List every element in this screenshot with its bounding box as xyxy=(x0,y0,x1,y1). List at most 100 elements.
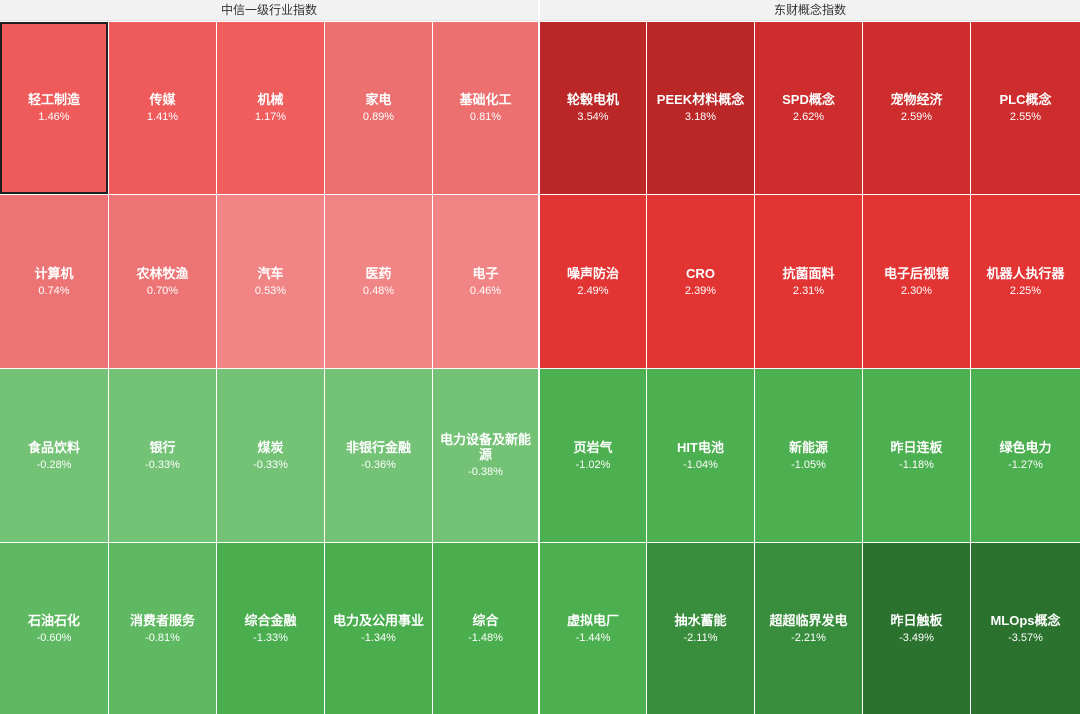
index-tile[interactable]: 基础化工 0.81% xyxy=(433,22,538,194)
index-tile[interactable]: 综合金融 -1.33% xyxy=(217,543,324,714)
index-tile[interactable]: 传媒 1.41% xyxy=(109,22,216,194)
tile-name: CRO xyxy=(686,265,715,281)
index-tile[interactable]: 家电 0.89% xyxy=(325,22,432,194)
tile-change: -2.21% xyxy=(791,631,826,644)
index-tile[interactable]: 石油石化 -0.60% xyxy=(0,543,108,714)
tile-change: 2.31% xyxy=(792,284,825,297)
index-tile[interactable]: 电子后视镜 2.30% xyxy=(863,195,970,368)
tile-name: 电子后视镜 xyxy=(883,265,949,281)
tile-name: 宠物经济 xyxy=(890,92,943,107)
tile-change: -0.81% xyxy=(145,631,180,644)
tile-name: 虚拟电厂 xyxy=(566,612,619,628)
index-tile[interactable]: 虚拟电厂 -1.44% xyxy=(540,543,646,714)
index-tile[interactable]: 电力及公用事业 -1.34% xyxy=(325,543,432,714)
index-tile[interactable]: 页岩气 -1.02% xyxy=(540,369,646,542)
index-tile[interactable]: 煤炭 -0.33% xyxy=(217,369,324,542)
index-tile[interactable]: 机器人执行器 2.25% xyxy=(971,195,1080,368)
tile-name: 家电 xyxy=(365,92,392,107)
index-tile[interactable]: 电子 0.46% xyxy=(433,195,538,368)
index-tile[interactable]: 农林牧渔 0.70% xyxy=(109,195,216,368)
tile-change: -1.48% xyxy=(468,631,503,644)
tile-change: -2.11% xyxy=(683,631,718,644)
tile-change: -1.05% xyxy=(791,458,826,471)
tile-change: 0.53% xyxy=(254,284,287,297)
index-tile[interactable]: 食品饮料 -0.28% xyxy=(0,369,108,542)
tile-change: 2.25% xyxy=(1009,284,1042,297)
tile-name: 昨日触板 xyxy=(890,612,943,628)
tile-change: 0.74% xyxy=(38,284,70,297)
tile-change: 0.70% xyxy=(146,284,179,297)
index-tile[interactable]: 机械 1.17% xyxy=(217,22,324,194)
tile-change: 1.46% xyxy=(38,111,70,123)
index-tile[interactable]: 轮毂电机 3.54% xyxy=(540,22,646,194)
index-tile[interactable]: SPD概念 2.62% xyxy=(755,22,862,194)
index-tile[interactable]: 电力设备及新能源 -0.38% xyxy=(433,369,538,542)
tile-change: -0.36% xyxy=(361,458,396,471)
tile-name: 食品饮料 xyxy=(27,439,80,455)
index-tile[interactable]: 消费者服务 -0.81% xyxy=(109,543,216,714)
panel-headers: 中信一级行业指数 东财概念指数 xyxy=(0,0,1080,21)
index-tile[interactable]: 非银行金融 -0.36% xyxy=(325,369,432,542)
tile-change: 2.59% xyxy=(900,111,933,123)
tile-name: 抗菌面料 xyxy=(782,265,835,281)
tile-name: 页岩气 xyxy=(573,439,613,455)
tile-name: 计算机 xyxy=(34,265,74,281)
index-tile[interactable]: 汽车 0.53% xyxy=(217,195,324,368)
tile-name: 电力及公用事业 xyxy=(332,612,424,628)
index-tile[interactable]: PLC概念 2.55% xyxy=(971,22,1080,194)
tile-change: 2.55% xyxy=(1009,111,1042,123)
tile-name: 电力设备及新能源 xyxy=(439,432,531,462)
index-tile[interactable]: 抽水蓄能 -2.11% xyxy=(647,543,754,714)
index-tile[interactable]: 综合 -1.48% xyxy=(433,543,538,714)
tile-change: -1.04% xyxy=(683,458,718,471)
tile-change: -0.60% xyxy=(36,631,72,644)
tile-change: 2.30% xyxy=(900,284,933,297)
tile-name: HIT电池 xyxy=(677,439,724,455)
tile-change: 0.81% xyxy=(469,111,502,123)
tile-name: 汽车 xyxy=(257,265,284,281)
index-tile[interactable]: 昨日触板 -3.49% xyxy=(863,543,970,714)
index-tile[interactable]: 宠物经济 2.59% xyxy=(863,22,970,194)
index-tile[interactable]: 计算机 0.74% xyxy=(0,195,108,368)
tile-change: 2.39% xyxy=(684,284,717,297)
tile-name: 电子 xyxy=(472,265,499,281)
index-tile[interactable]: CRO 2.39% xyxy=(647,195,754,368)
tile-name: 新能源 xyxy=(788,439,828,455)
tile-change: 1.17% xyxy=(254,111,287,123)
left-panel-title: 中信一级行业指数 xyxy=(0,0,538,21)
tile-name: 基础化工 xyxy=(459,92,512,107)
index-tile[interactable]: PEEK材料概念 3.18% xyxy=(647,22,754,194)
tile-name: PLC概念 xyxy=(999,92,1052,107)
index-tile[interactable]: 医药 0.48% xyxy=(325,195,432,368)
index-tile[interactable]: 银行 -0.33% xyxy=(109,369,216,542)
right-panel-title: 东财概念指数 xyxy=(540,0,1080,21)
index-tile[interactable]: 抗菌面料 2.31% xyxy=(755,195,862,368)
index-tile[interactable]: 绿色电力 -1.27% xyxy=(971,369,1080,542)
tile-change: 1.41% xyxy=(146,111,179,123)
index-tile[interactable]: 轻工制造 1.46% xyxy=(0,22,108,194)
index-tile[interactable]: 噪声防治 2.49% xyxy=(540,195,646,368)
tile-name: 轮毂电机 xyxy=(566,92,619,107)
tile-name: 综合 xyxy=(472,612,499,628)
tile-name: 煤炭 xyxy=(257,439,284,455)
tile-name: 银行 xyxy=(149,439,176,455)
tile-change: 0.89% xyxy=(362,111,395,123)
tile-change: -3.57% xyxy=(1008,631,1043,644)
tile-name: 机器人执行器 xyxy=(986,265,1065,281)
tile-name: PEEK材料概念 xyxy=(656,92,745,107)
index-tile[interactable]: MLOps概念 -3.57% xyxy=(971,543,1080,714)
tile-name: 石油石化 xyxy=(27,612,80,628)
heatmap-grid: 轻工制造 1.46% 传媒 1.41% 机械 1.17% 家电 0.89% 基础化工 0.81% 计… xyxy=(0,22,1080,714)
tile-name: 综合金融 xyxy=(244,612,297,628)
tile-name: 医药 xyxy=(365,265,392,281)
tile-change: -1.18% xyxy=(899,458,934,471)
index-tile[interactable]: HIT电池 -1.04% xyxy=(647,369,754,542)
index-tile[interactable]: 新能源 -1.05% xyxy=(755,369,862,542)
tile-name: 传媒 xyxy=(149,92,176,107)
tile-name: 绿色电力 xyxy=(999,439,1052,455)
tile-change: -0.28% xyxy=(36,458,72,471)
index-tile[interactable]: 超超临界发电 -2.21% xyxy=(755,543,862,714)
tile-change: 2.62% xyxy=(792,111,825,123)
tile-name: 超超临界发电 xyxy=(769,612,848,628)
index-tile[interactable]: 昨日连板 -1.18% xyxy=(863,369,970,542)
